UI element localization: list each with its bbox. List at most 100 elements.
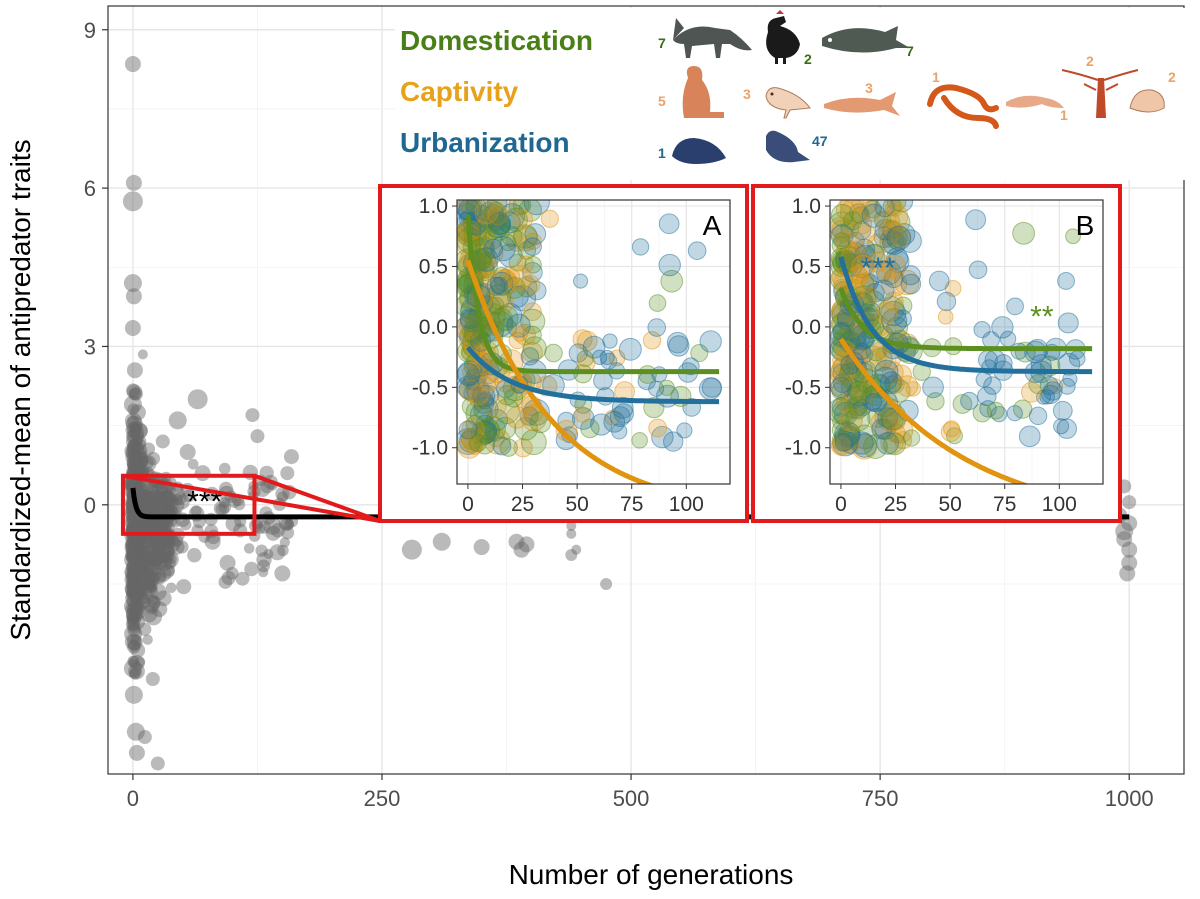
main-data-point [128,584,146,602]
main-data-point [128,559,139,571]
main-data-point [146,582,157,593]
main-data-point [154,553,173,571]
chicken-count: 2 [804,51,812,67]
main-data-point [132,515,145,528]
main-data-point [129,420,143,434]
inset-data-point [886,225,912,251]
main-data-point [235,571,250,586]
main-data-point [130,544,143,556]
main-data-point [254,480,271,497]
inset-b-fit-curves [838,256,1093,484]
inset-data-point [512,209,533,230]
main-data-point [124,538,142,556]
main-data-point [152,540,165,554]
main-data-point [143,499,160,516]
main-data-point [259,465,274,480]
inset-data-point [540,209,559,228]
fox-count: 7 [658,35,666,51]
main-data-point [145,551,162,568]
inset-data-point [490,276,508,295]
legend-entry-captivity: Captivity 5 3 3 1 1 2 [400,53,1176,129]
main-data-point [276,491,289,503]
main-data-point [129,566,142,579]
inset-data-point [984,349,1006,371]
main-data-point [127,458,146,476]
main-data-point [125,514,142,531]
inset-data-point [1013,399,1033,419]
main-data-point [160,536,172,548]
main-data-point [143,578,158,593]
main-data-point [125,565,141,582]
main-data-point [147,534,160,547]
main-data-point [141,492,156,506]
main-data-point [175,494,190,510]
main-data-point [146,451,161,466]
main-data-point [1122,495,1137,510]
main-data-point [147,595,161,609]
inset-y-tick-label: 0.5 [792,255,821,278]
inset-data-point [603,410,626,433]
inset-panel-b: B 0 25 50 75 100 1.00.50.0-0.5-1.0 ***** [751,184,1122,523]
main-data-point [137,730,152,745]
main-data-point [125,616,141,632]
inset-data-point [975,371,992,388]
main-data-point [125,607,142,624]
main-data-point [144,579,156,591]
salmon-count: 3 [865,80,873,96]
inset-data-point [687,241,707,261]
main-data-point [154,565,172,582]
inset-data-point [524,255,542,274]
main-data-point [125,575,142,592]
main-data-point [180,519,192,531]
main-data-point [170,485,185,501]
main-data-point [160,543,173,556]
main-data-point [126,579,141,594]
main-data-point [1119,565,1136,582]
inset-data-point [514,416,538,441]
inset-data-point [580,418,600,439]
inset-b-x-axis: 0 25 50 75 100 [835,484,1077,516]
inset-a-x-axis: 0 25 50 75 100 [462,484,704,516]
main-data-point [154,519,169,534]
inset-data-point [494,398,520,425]
inset-data-point [926,392,945,411]
inset-data-point [893,309,912,328]
inset-data-point [922,376,944,399]
main-data-point [136,453,149,467]
main-data-point [125,547,144,566]
main-x-axis: 0 250 500 750 1000 [127,774,1154,811]
inset-x-tick-label: 50 [565,493,588,516]
main-data-point [126,478,140,492]
inset-data-point [937,308,954,325]
main-data-point [130,634,142,646]
inset-data-point [960,391,979,411]
main-data-point [136,564,152,579]
zoom-connectors [122,473,381,523]
main-data-point [164,484,176,496]
main-data-point [131,464,144,477]
inset-data-point [1006,405,1023,422]
main-data-point [125,582,141,599]
main-data-point [127,584,139,596]
main-data-point [130,554,148,572]
inset-data-point [574,406,591,423]
inset-data-point [596,387,615,406]
inset-data-point [555,419,578,442]
main-data-point [128,585,142,600]
main-data-point [130,642,146,658]
fox-icon: 7 [658,18,752,58]
main-data-point [129,584,147,602]
main-data-point [263,548,274,559]
main-data-point [159,490,174,505]
plover-icon: 3 [743,86,811,119]
main-data-point [149,521,160,533]
inset-data-point [658,213,680,235]
main-data-point [153,494,167,508]
main-data-point [134,567,152,585]
inset-y-tick-label: -0.5 [785,376,821,399]
main-data-point [126,568,141,583]
main-data-point [149,535,165,551]
main-data-point [127,640,141,654]
legend-entry-urbanization: Urbanization 1 47 [400,127,828,164]
main-data-point [143,571,156,583]
